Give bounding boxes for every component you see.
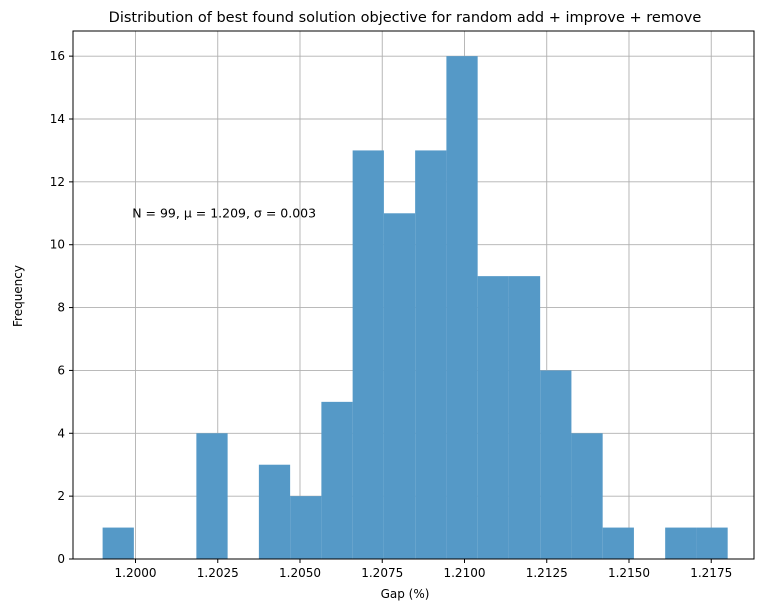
y-tick-label: 10 (50, 238, 65, 252)
histogram-bar (696, 527, 728, 559)
histogram-bar (665, 527, 697, 559)
y-axis-label: Frequency (11, 265, 25, 327)
histogram-bar (258, 464, 291, 559)
histogram-bar (102, 527, 134, 559)
histogram-bar (415, 150, 447, 559)
y-tick-label: 2 (57, 489, 65, 503)
histogram-bar (352, 150, 384, 559)
x-tick-label: 1.2100 (443, 566, 485, 580)
plot-frame (72, 30, 755, 560)
x-tick-label: 1.2075 (361, 566, 403, 580)
y-tick-label: 8 (57, 301, 65, 315)
histogram-bar (508, 276, 541, 559)
y-tick-label: 4 (57, 426, 65, 440)
y-tick-label: 14 (50, 112, 65, 126)
histogram-bar (321, 401, 353, 559)
x-tick-label: 1.2000 (115, 566, 157, 580)
histogram-bar (477, 276, 509, 559)
histogram-bar (602, 527, 634, 559)
y-tick-label: 16 (50, 49, 65, 63)
histogram-bar (383, 213, 416, 560)
y-tick-label: 12 (50, 175, 65, 189)
y-tick-label: 0 (57, 552, 65, 566)
x-tick-label: 1.2025 (197, 566, 239, 580)
y-tick-label: 6 (57, 363, 65, 377)
x-tick-label: 1.2175 (690, 566, 732, 580)
x-axis-ticks: 1.2000 1.2025 1.2050 1.2075 1.2100 1.2125 1.21… (115, 559, 732, 580)
x-axis-label: Gap (%) (381, 587, 430, 601)
histogram-bar (540, 370, 572, 559)
histogram-bar (290, 496, 322, 559)
stats-annotation: N = 99, μ = 1.209, σ = 0.003 (132, 205, 316, 220)
histogram-bar (571, 433, 603, 559)
y-axis-ticks: 0 2 4 6 8 10 12 14 16 (50, 49, 73, 566)
x-tick-label: 1.2125 (526, 566, 568, 580)
histogram-bars (102, 56, 728, 560)
histogram-bar (196, 433, 228, 559)
x-tick-label: 1.2150 (608, 566, 650, 580)
histogram-bar (446, 56, 478, 560)
chart-title: Distribution of best found solution obje… (109, 10, 702, 26)
x-tick-label: 1.2050 (279, 566, 321, 580)
